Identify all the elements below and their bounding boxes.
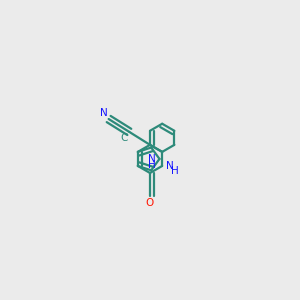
Text: H: H (148, 160, 156, 170)
Text: N: N (148, 154, 156, 164)
Text: O: O (146, 198, 154, 208)
Text: C: C (121, 134, 128, 143)
Text: H: H (170, 166, 178, 176)
Text: N: N (100, 108, 108, 118)
Text: N: N (166, 161, 173, 171)
